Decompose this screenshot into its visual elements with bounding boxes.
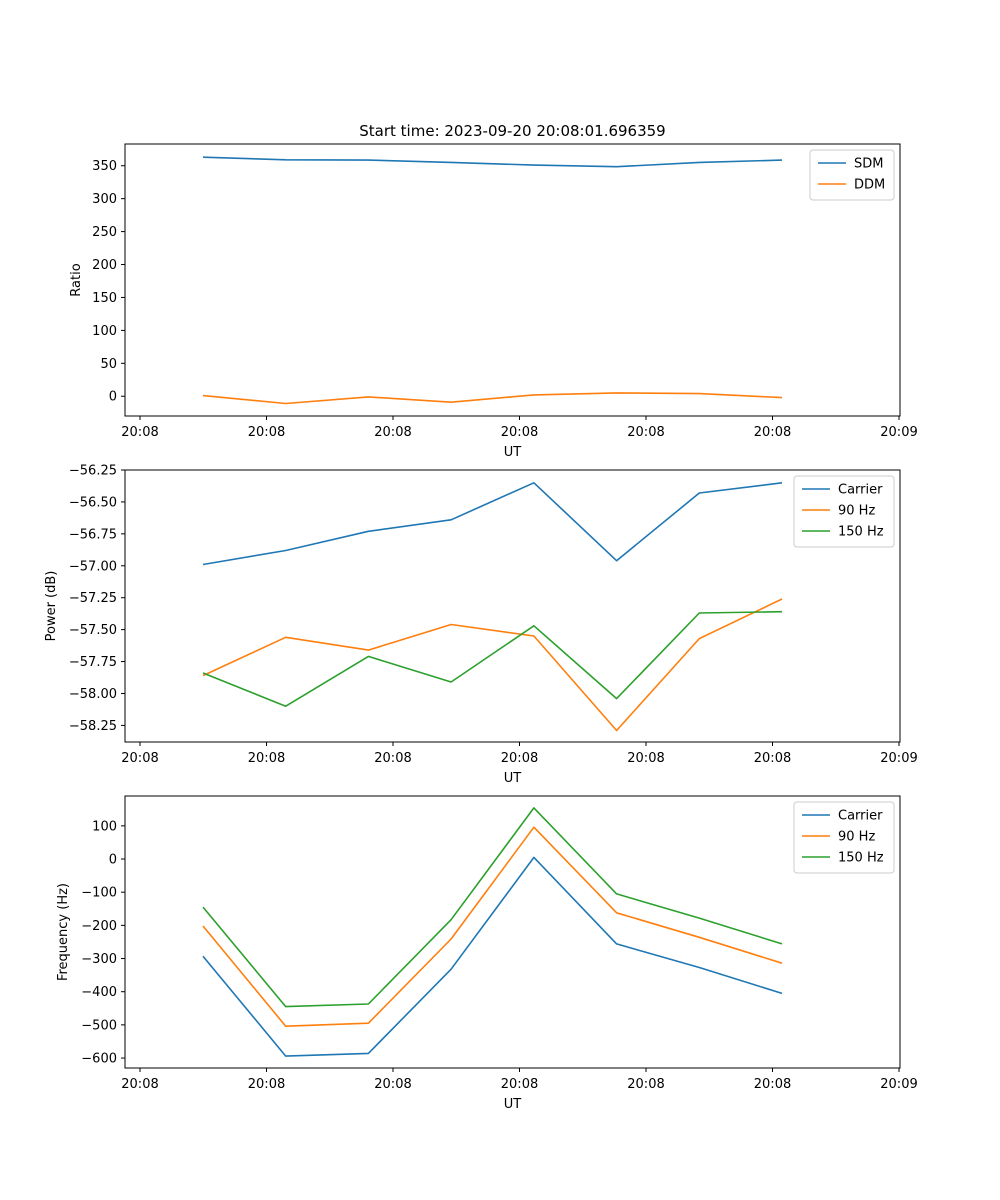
x-tick-label: 20:09 [880,751,917,766]
x-tick-label: 20:08 [501,425,538,440]
series-line-90-hz [202,598,783,732]
x-tick-label: 20:08 [121,425,158,440]
legend-label: Carrier [838,809,883,824]
legend-label: 150 Hz [838,525,884,540]
y-axis-label: Frequency (Hz) [56,883,71,981]
y-axis-label: Power (dB) [44,571,59,642]
legend: SDM DDM [809,149,895,201]
series-line-carrier [202,481,783,566]
legend-label: DDM [854,178,885,193]
x-tick-label: 20:08 [121,751,158,766]
legend-label: 150 Hz [838,851,884,866]
chart-panel-1: Start time: 2023-09-20 20:08:01.696359 20… [69,122,918,460]
x-tick-label: 20:08 [374,425,411,440]
y-tick-label: 150 [92,291,117,306]
legend-label: 90 Hz [838,504,875,519]
y-tick-label: −56.50 [69,495,117,510]
y-tick-label: −57.25 [69,591,117,606]
legend-label: SDM [854,157,883,172]
y-tick-label: 200 [92,258,117,273]
series-line-sdm [202,156,783,168]
x-tick-label: 20:09 [880,425,917,440]
y-tick-label: −400 [81,985,117,1000]
y-tick-label: −58.25 [69,719,117,734]
y-tick-label: −58.00 [69,687,117,702]
x-tick-label: 20:08 [248,1077,285,1092]
x-tick-label: 20:09 [880,1077,917,1092]
legend: Carrier 90 Hz 150 Hz [793,475,895,548]
y-tick-label: −100 [81,886,117,901]
legend-label: Carrier [838,483,883,498]
y-tick-label: −500 [81,1018,117,1033]
series-line-150-hz [202,807,783,1008]
x-tick-label: 20:08 [754,425,791,440]
y-tick-label: −57.75 [69,655,117,670]
y-tick-label: −57.00 [69,559,117,574]
x-tick-label: 20:08 [627,751,664,766]
x-axis-label: UT [504,771,522,786]
series-line-150-hz [202,610,783,708]
chart-panel-2: 20:08 20:08 20:08 20:08 20:08 20:08 20:09 UT −56… [44,464,918,787]
x-tick-label: 20:08 [121,1077,158,1092]
y-tick-label: 0 [109,853,117,868]
y-tick-label: 50 [100,357,117,372]
y-tick-label: −56.75 [69,527,117,542]
y-tick-label: 350 [92,159,117,174]
y-tick-label: −600 [81,1052,117,1067]
x-tick-label: 20:08 [374,751,411,766]
legend-label: 90 Hz [838,830,875,845]
legend-box [793,801,895,874]
x-tick-label: 20:08 [248,751,285,766]
plot-frame [124,469,901,743]
x-tick-label: 20:08 [754,751,791,766]
y-axis-label: Ratio [69,263,84,296]
x-tick-label: 20:08 [374,1077,411,1092]
series-line-90-hz [202,826,783,1027]
x-axis-label: UT [504,445,522,460]
series-line-carrier [202,856,783,1057]
x-tick-label: 20:08 [754,1077,791,1092]
y-tick-label: −200 [81,919,117,934]
x-tick-label: 20:08 [627,1077,664,1092]
chart-panel-3: 20:08 20:08 20:08 20:08 20:08 20:08 20:09 UT 100… [56,795,918,1112]
y-tick-label: 250 [92,225,117,240]
y-tick-label: 300 [92,192,117,207]
series-line-ddm [202,392,783,405]
y-tick-label: −56.25 [69,464,117,479]
x-tick-label: 20:08 [627,425,664,440]
x-tick-label: 20:08 [501,751,538,766]
y-tick-label: 100 [92,324,117,339]
y-tick-label: −57.50 [69,623,117,638]
x-axis-label: UT [504,1097,522,1112]
x-tick-label: 20:08 [248,425,285,440]
x-tick-label: 20:08 [501,1077,538,1092]
plot-frame [124,795,901,1069]
y-tick-label: 100 [92,819,117,834]
y-tick-label: 0 [109,390,117,405]
plot-frame [124,143,901,417]
chart-title: Start time: 2023-09-20 20:08:01.696359 [359,122,665,140]
y-tick-label: −300 [81,952,117,967]
legend: Carrier 90 Hz 150 Hz [793,801,895,874]
legend-box [793,475,895,548]
